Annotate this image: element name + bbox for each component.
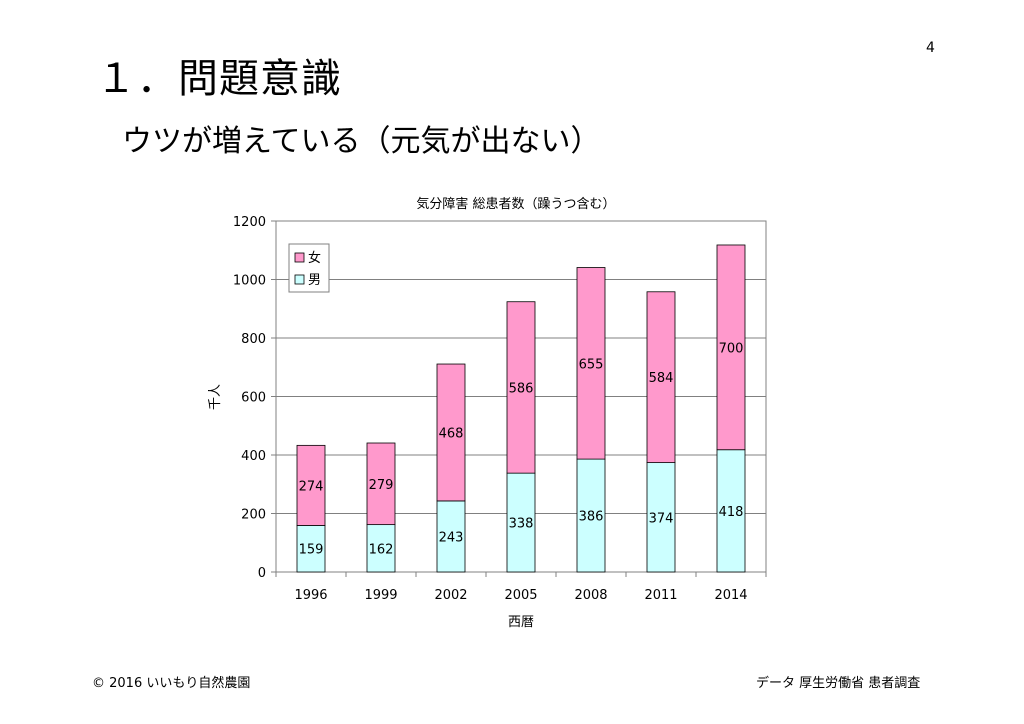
data-label: 159 [299,543,324,558]
y-tick-label: 1000 [233,274,266,289]
bar-segment-female [646,291,676,464]
bar-segment-female [366,442,396,526]
footer-copyright: © 2016 いいもり自然農園 [92,676,251,691]
y-tick-label: 800 [241,332,266,347]
y-tick-label: 600 [241,391,266,406]
data-label: 700 [719,341,744,356]
data-label: 418 [719,505,744,520]
data-label: 338 [509,517,534,532]
bar-segment-male [366,524,396,573]
bar-segment-male [716,449,746,573]
bar-segment-female [716,244,746,451]
legend-swatch-female [294,252,305,263]
x-tick-label: 1999 [364,588,397,603]
x-tick-label: 1996 [294,588,327,603]
legend-label-male: 男 [308,273,321,288]
data-label: 243 [439,530,464,545]
bar-segment-female [576,267,606,460]
bar-segment-female [296,444,326,526]
data-label: 584 [649,371,674,386]
bar-segment-male [506,472,536,573]
data-label: 279 [369,478,394,493]
data-label: 586 [509,381,534,396]
slide-title: １．問題意識 [96,56,342,102]
data-label: 374 [649,511,674,526]
chart-title: 気分障害 総患者数（躁うつ含む） [416,196,615,212]
x-axis-ticks: 1996 1999 2002 2005 2008 2011 2014 [275,572,767,603]
data-label: 468 [439,426,464,441]
page-number: 4 [926,40,935,56]
data-label: 162 [369,542,394,557]
x-tick-label: 2005 [504,588,537,603]
y-tick-label: 400 [241,449,266,464]
x-tick-label: 2008 [574,588,607,603]
data-label: 274 [299,479,324,494]
legend-swatch-male [294,274,305,285]
bar-segment-female [506,301,536,474]
x-axis-label: 西暦 [508,615,534,630]
footer-source: データ 厚生労働省 患者調査 [756,676,921,691]
y-tick-label: 0 [258,566,266,581]
data-label: 386 [579,510,604,525]
bar-segment-female [436,363,466,502]
legend-label-female: 女 [308,250,321,266]
y-axis-ticks: 0 200 400 600 800 1000 1200 [233,215,276,581]
bars: 159 274 162 279 243 468 338 586 386 655 374 584 418 7… [296,244,746,573]
y-tick-label: 1200 [233,215,266,230]
bar-segment-male [646,462,676,573]
x-tick-label: 2002 [434,588,467,603]
bar-segment-male [296,525,326,573]
data-label: 655 [579,357,604,372]
x-tick-label: 2011 [644,588,677,603]
legend: 女 男 [288,243,330,293]
x-tick-label: 2014 [714,588,747,603]
y-axis-label: 千人 [208,384,223,410]
y-tick-label: 200 [241,508,266,523]
slide-subtitle: ウツが増えている（元気が出ない） [122,124,601,159]
